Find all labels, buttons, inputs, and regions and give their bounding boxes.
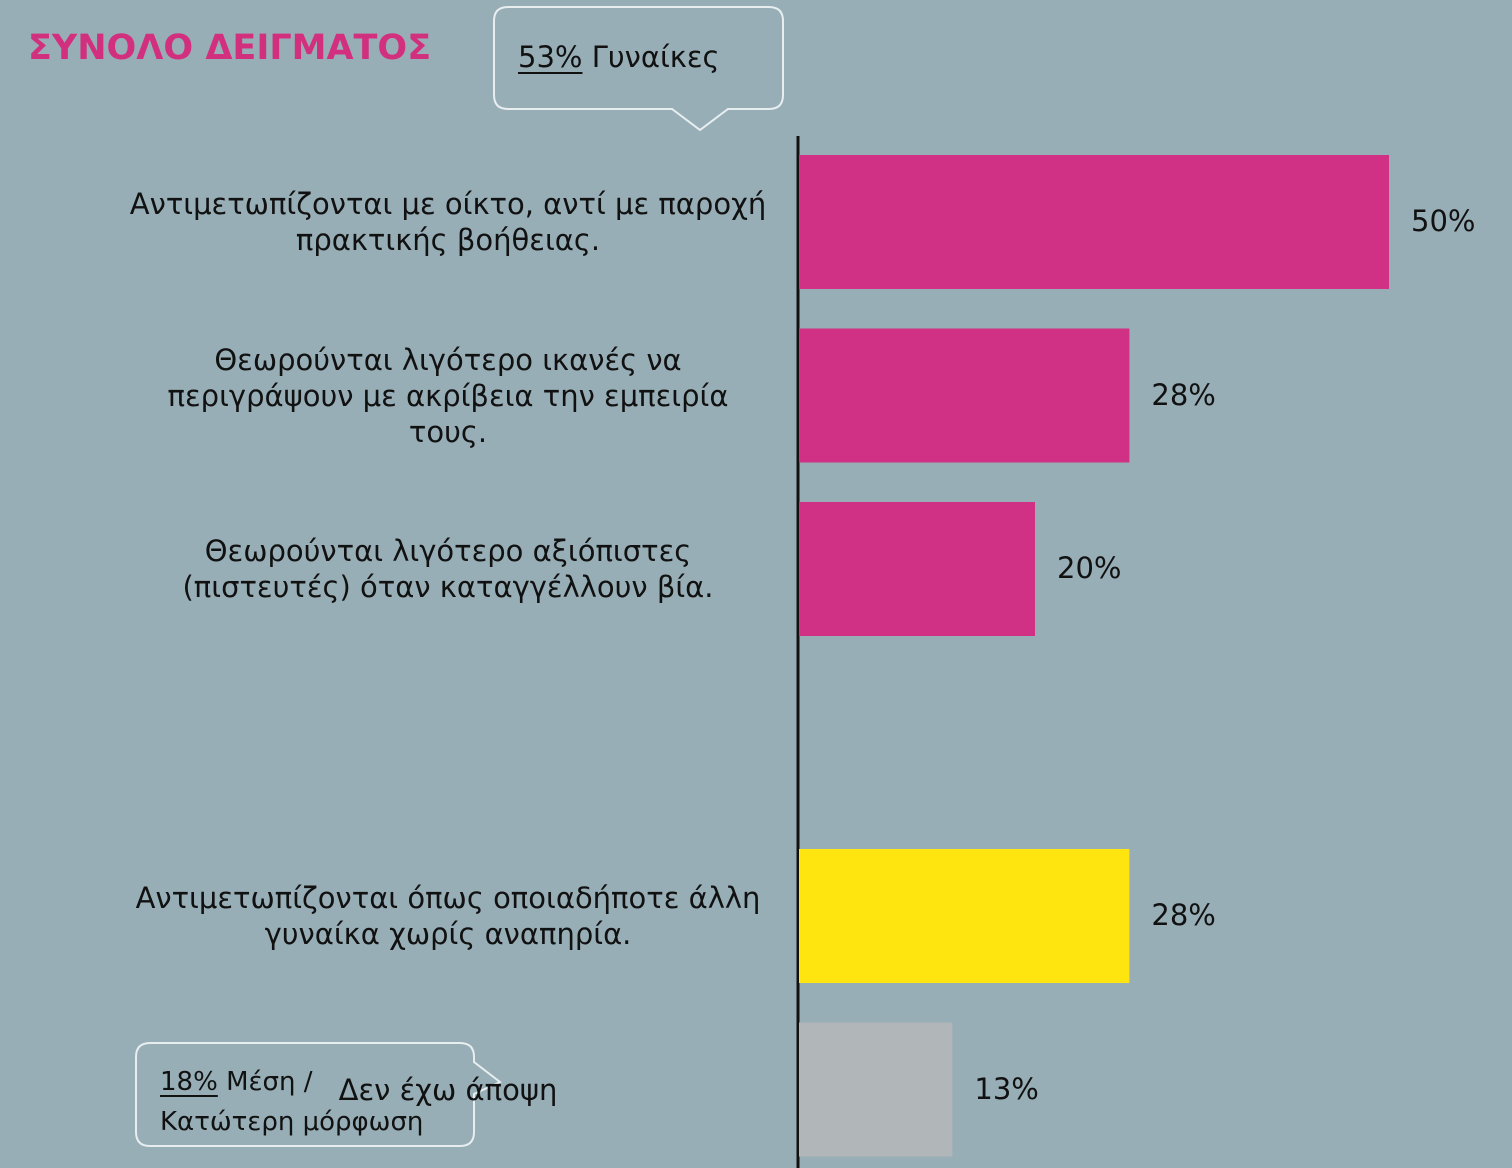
callout-box bbox=[135, 1042, 502, 1147]
annotation-value: 53% bbox=[518, 40, 583, 74]
value-label: 20% bbox=[1057, 551, 1122, 585]
chart-title: ΣΥΝΟΛΟ ΔΕΙΓΜΑΤΟΣ bbox=[28, 28, 432, 68]
category-label: Θεωρούνται λιγότερο ικανές να περιγράψου… bbox=[167, 342, 729, 449]
annotation: 53% Γυναίκες bbox=[518, 40, 720, 74]
category-label: Αντιμετωπίζονται όπως οποιαδήποτε άλλη γ… bbox=[135, 881, 761, 951]
annotation-text: Μέση / Κατώτερη μόρφωση bbox=[160, 1067, 424, 1137]
bar bbox=[799, 328, 1130, 463]
callout-box bbox=[493, 6, 784, 132]
category-label: Θεωρούνται λιγότερο αξιόπιστες (πιστευτέ… bbox=[182, 534, 714, 604]
value-label: 13% bbox=[974, 1071, 1039, 1106]
annotation: 18% Μέση / Κατώτερη μόρφωση bbox=[160, 1062, 450, 1142]
category-label: Αντιμετωπίζονται με οίκτο, αντί με παροχ… bbox=[129, 187, 767, 257]
annotation-value: 18% bbox=[160, 1067, 218, 1097]
value-label: 28% bbox=[1151, 377, 1216, 412]
value-label: 50% bbox=[1411, 204, 1476, 238]
bar bbox=[799, 1022, 953, 1157]
category-label: Δεν έχω άποψη bbox=[338, 1072, 558, 1107]
bar bbox=[799, 502, 1035, 636]
bar bbox=[799, 155, 1389, 289]
value-label: 28% bbox=[1151, 898, 1216, 932]
annotation-text: Γυναίκες bbox=[591, 40, 720, 74]
bar bbox=[799, 849, 1130, 983]
